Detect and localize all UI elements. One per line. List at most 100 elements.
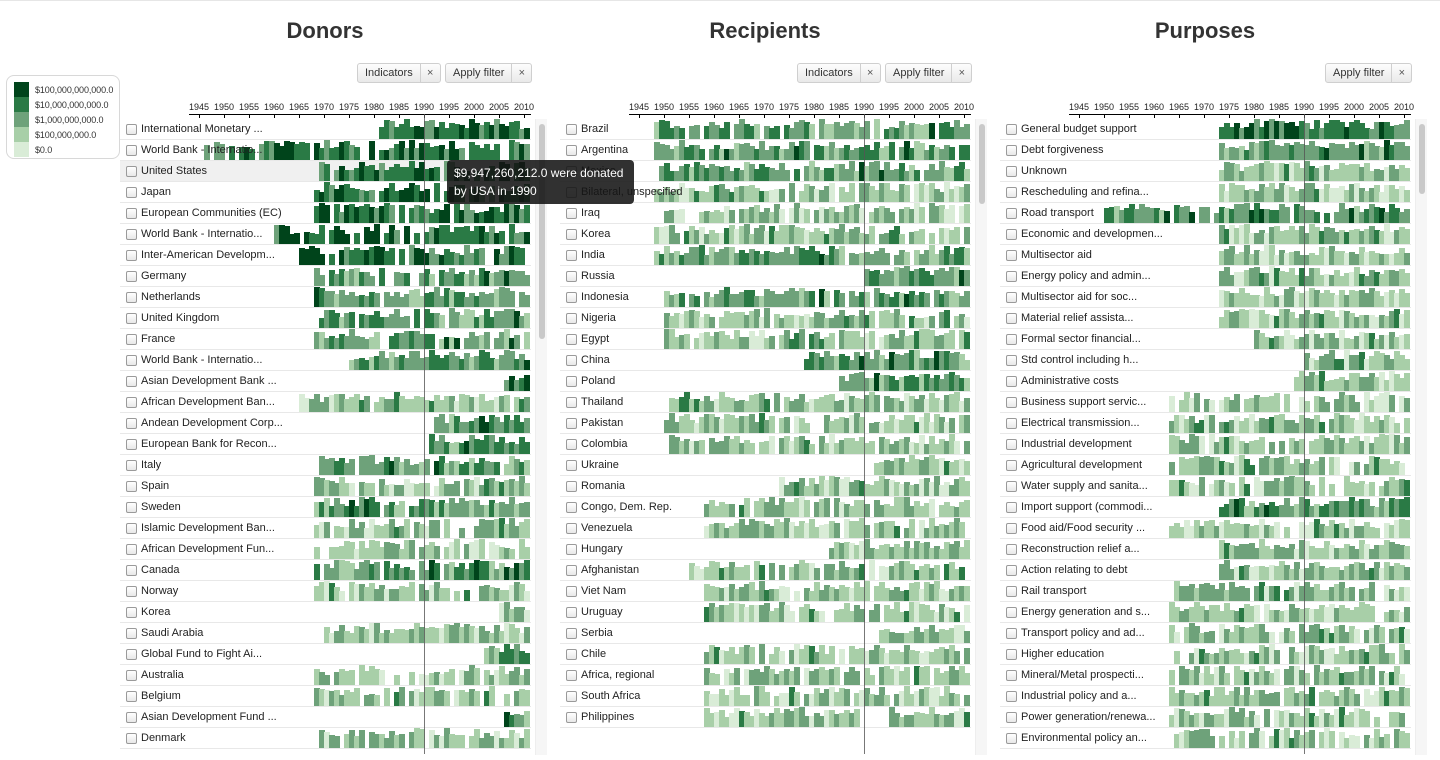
year-bar[interactable] [869,311,875,328]
year-bar[interactable] [434,183,440,202]
year-bar[interactable] [449,734,455,748]
year-bar[interactable] [839,609,845,622]
year-bar[interactable] [494,119,500,139]
year-bar[interactable] [679,397,685,412]
year-bar[interactable] [499,437,505,454]
year-bar[interactable] [879,148,885,160]
year-bar[interactable] [699,440,705,454]
year-bar[interactable] [874,481,880,496]
year-bar[interactable] [509,715,515,727]
row-checkbox[interactable] [1006,607,1017,618]
year-bar[interactable] [394,127,400,139]
year-bar[interactable] [844,438,850,454]
year-bar[interactable] [464,395,470,412]
year-bar[interactable] [369,337,375,349]
year-bar[interactable] [904,715,910,727]
year-bar[interactable] [754,205,760,223]
year-bar[interactable] [869,271,875,286]
year-bar[interactable] [494,648,500,664]
year-bar[interactable] [1229,163,1235,181]
year-bar[interactable] [324,627,330,643]
year-bar[interactable] [879,293,885,307]
year-bar[interactable] [704,255,710,265]
year-bar[interactable] [929,568,935,580]
year-bar[interactable] [794,333,800,349]
year-bar[interactable] [429,627,435,643]
year-bar[interactable] [1259,731,1265,748]
year-bar[interactable] [339,591,345,601]
year-bar[interactable] [494,569,500,580]
year-bar[interactable] [889,170,895,181]
year-bar[interactable] [834,523,840,538]
year-bar[interactable] [799,649,805,664]
year-bar[interactable] [419,296,425,307]
year-bar[interactable] [494,272,500,286]
year-bar[interactable] [459,148,465,160]
year-bar[interactable] [834,148,840,160]
year-bar[interactable] [734,589,740,601]
year-bar[interactable] [859,127,865,139]
year-bar[interactable] [454,461,460,475]
year-bar[interactable] [384,203,390,223]
year-bar[interactable] [1324,123,1330,139]
year-bar[interactable] [514,247,520,265]
year-bar[interactable] [814,251,820,265]
year-bar[interactable] [459,498,465,517]
year-bar[interactable] [1209,631,1215,643]
year-bar[interactable] [369,357,375,370]
year-bar[interactable] [904,437,910,454]
list-item[interactable]: Argentina [560,140,971,161]
row-checkbox[interactable] [566,649,577,660]
year-bar[interactable] [384,589,390,601]
year-bar[interactable] [459,443,465,454]
year-bar[interactable] [344,170,350,181]
year-bar[interactable] [864,252,870,265]
year-bar[interactable] [479,148,485,160]
year-bar[interactable] [389,225,395,244]
year-bar[interactable] [949,645,955,664]
year-bar[interactable] [509,224,515,244]
year-bar[interactable] [879,687,885,706]
year-bar[interactable] [344,336,350,349]
year-bar[interactable] [1209,736,1215,748]
year-bar[interactable] [514,481,520,496]
year-bar[interactable] [514,628,520,643]
close-icon[interactable]: × [951,64,971,82]
year-bar[interactable] [1384,140,1390,160]
year-bar[interactable] [719,523,725,538]
year-bar[interactable] [449,461,455,475]
year-bar[interactable] [334,226,340,244]
year-bar[interactable] [924,651,930,664]
list-item[interactable]: African Development Fun... [120,539,531,560]
year-bar[interactable] [519,738,525,748]
year-bar[interactable] [824,291,830,307]
year-bar[interactable] [479,394,485,412]
year-bar[interactable] [1364,141,1370,160]
year-bar[interactable] [794,227,800,244]
year-bar[interactable] [384,524,390,538]
year-bar[interactable] [329,583,335,601]
year-bar[interactable] [399,485,405,496]
year-bar[interactable] [954,293,960,307]
year-bar[interactable] [1364,128,1370,139]
scrollbar-thumb[interactable] [979,124,985,204]
year-bar[interactable] [734,654,740,664]
year-bar[interactable] [399,167,405,181]
year-bar[interactable] [789,711,795,727]
year-bar[interactable] [804,402,810,412]
year-bar[interactable] [944,351,950,370]
year-bar[interactable] [394,144,400,160]
list-item[interactable]: Hungary [560,539,971,560]
year-bar[interactable] [369,694,375,706]
year-bar[interactable] [514,271,520,286]
year-bar[interactable] [809,716,815,727]
year-bar[interactable] [939,335,945,349]
year-bar[interactable] [684,414,690,433]
year-bar[interactable] [924,293,930,307]
row-checkbox[interactable] [1006,397,1017,408]
year-bar[interactable] [319,689,325,706]
year-bar[interactable] [864,443,870,454]
year-bar[interactable] [804,716,810,727]
row-checkbox[interactable] [566,292,577,303]
year-bar[interactable] [759,644,765,664]
